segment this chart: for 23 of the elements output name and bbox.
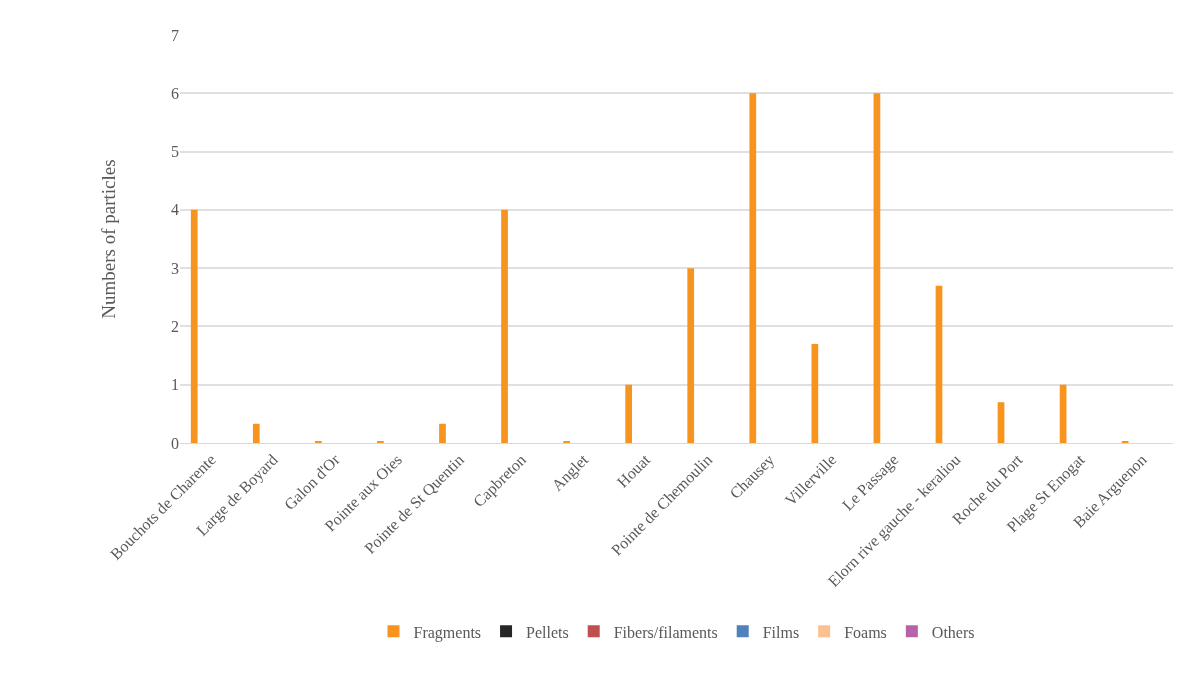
y-tick-label: 2 (171, 318, 179, 336)
bar (439, 423, 446, 443)
bar (749, 93, 757, 443)
bar (811, 343, 819, 443)
y-tick-label: 7 (171, 26, 179, 44)
bar (190, 209, 198, 443)
legend-label: Films (762, 623, 800, 641)
bar (501, 209, 508, 443)
y-tick-label: 5 (171, 143, 179, 161)
bar (625, 384, 633, 443)
legend-label: Pellets (526, 623, 569, 641)
legend-label: Foams (844, 623, 887, 641)
y-tick-label: 1 (171, 376, 179, 394)
bar (252, 423, 260, 443)
y-tick-label: 4 (171, 201, 179, 219)
y-axis-title: Numbers of particles (97, 159, 119, 319)
bar (687, 268, 695, 443)
y-tick-label: 3 (171, 259, 179, 277)
legend-label: Others (931, 623, 975, 641)
y-tick-label: 0 (171, 434, 179, 452)
y-tick-label: 6 (171, 84, 179, 102)
legend-label: Fragments (413, 623, 482, 642)
legend-label: Fibers/filaments (613, 623, 718, 641)
